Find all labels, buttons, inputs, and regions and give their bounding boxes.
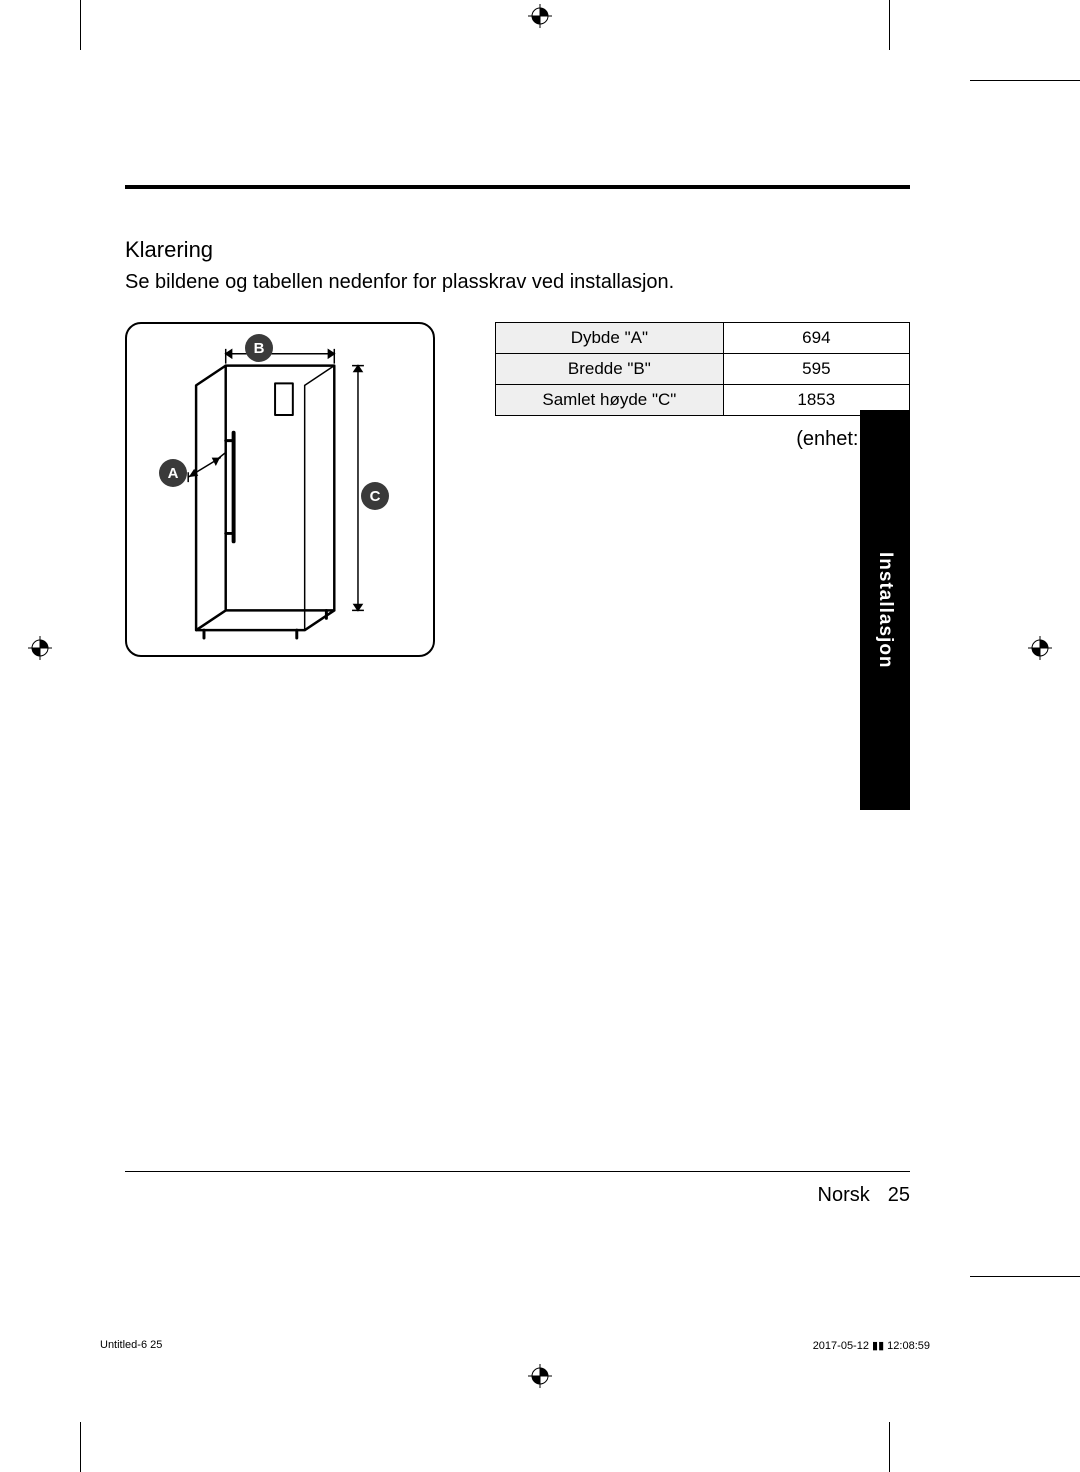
section-description: Se bildene og tabellen nedenfor for plas… — [125, 271, 910, 294]
clearance-diagram: B A C — [125, 322, 435, 657]
crop-mark — [970, 1276, 1080, 1277]
crop-mark — [80, 0, 81, 50]
dim-label: Samlet høyde "C" — [496, 385, 724, 416]
dim-label: Bredde "B" — [496, 354, 724, 385]
page-footer: Norsk 25 — [125, 1171, 910, 1207]
top-rule — [125, 185, 910, 189]
print-metadata: Untitled-6 25 2017-05-12 ▮▮ 12:08:59 — [100, 1339, 930, 1352]
dimensions-table: Dybde "A" 694 Bredde "B" 595 Samlet høyd… — [495, 322, 910, 416]
side-tab: Installasjon — [860, 410, 910, 810]
registration-mark-icon — [528, 4, 552, 28]
crop-mark — [889, 1422, 890, 1472]
dim-value: 595 — [723, 354, 909, 385]
unit-label: (enhet: mm) — [495, 428, 910, 451]
dim-label: Dybde "A" — [496, 323, 724, 354]
section-title: Klarering — [125, 237, 910, 263]
footer-language: Norsk — [818, 1184, 870, 1207]
table-row: Samlet høyde "C" 1853 — [496, 385, 910, 416]
callout-b: B — [245, 334, 273, 362]
page-content: Klarering Se bildene og tabellen nedenfo… — [125, 185, 910, 1202]
print-file: Untitled-6 25 — [100, 1339, 162, 1352]
registration-mark-icon — [528, 1364, 552, 1388]
dim-value: 694 — [723, 323, 909, 354]
footer-page-number: 25 — [888, 1184, 910, 1207]
crop-mark — [889, 0, 890, 50]
table-row: Dybde "A" 694 — [496, 323, 910, 354]
side-tab-label: Installasjon — [874, 552, 896, 669]
callout-a: A — [159, 459, 187, 487]
registration-mark-icon — [28, 636, 52, 660]
table-row: Bredde "B" 595 — [496, 354, 910, 385]
footer-rule — [125, 1171, 910, 1172]
callout-c: C — [361, 482, 389, 510]
registration-mark-icon — [1028, 636, 1052, 660]
crop-mark — [80, 1422, 81, 1472]
print-timestamp: 2017-05-12 ▮▮ 12:08:59 — [813, 1339, 930, 1352]
crop-mark — [970, 80, 1080, 81]
